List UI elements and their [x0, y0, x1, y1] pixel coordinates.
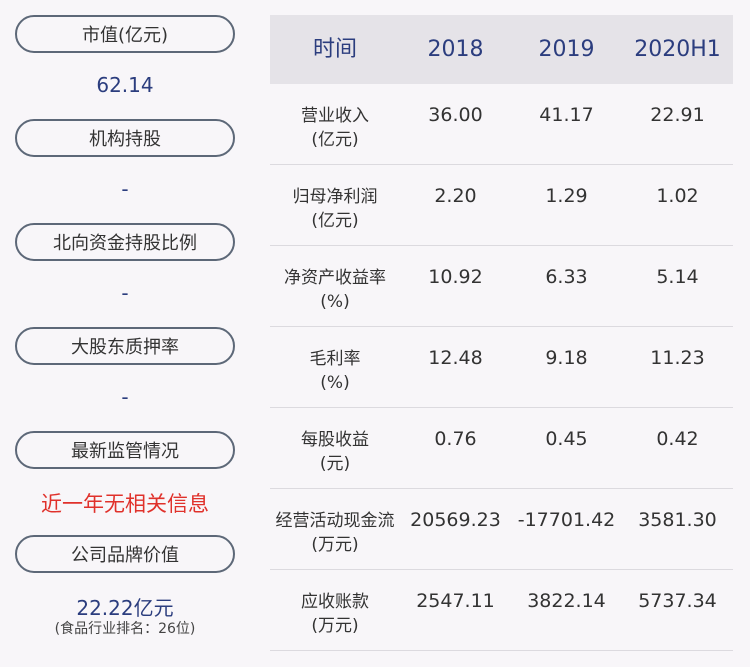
cell-value: 11.23 — [650, 347, 705, 369]
table-row: 营业收入 (亿元) 36.00 41.17 22.91 — [270, 84, 733, 165]
table-row: 经营活动现金流 (万元) 20569.23 -17701.42 3581.30 — [270, 489, 733, 570]
cell-value: 6.33 — [545, 266, 588, 288]
cell-value: 22.91 — [650, 104, 705, 126]
cell-value: -17701.42 — [517, 509, 616, 531]
table-row: 应收账款 (万元) 2547.11 3822.14 5737.34 — [270, 570, 733, 651]
cell-value: 36.00 — [428, 104, 483, 126]
cell-value: 3822.14 — [527, 590, 606, 612]
cell-value: 0.76 — [434, 428, 477, 450]
pledge-ratio-label: 大股东质押率 — [15, 327, 235, 365]
cell-value: 3581.30 — [638, 509, 717, 531]
cell-value: 9.18 — [545, 347, 588, 369]
cell-value: 5737.34 — [638, 590, 717, 612]
cell-value: 0.45 — [545, 428, 588, 450]
row-label: 每股收益 (元) — [301, 430, 369, 474]
cell-value: 2.20 — [434, 185, 477, 207]
cell-value: 41.17 — [539, 104, 594, 126]
table-row: 净资产收益率 (%) 10.92 6.33 5.14 — [270, 246, 733, 327]
brand-value-label: 公司品牌价值 — [15, 535, 235, 573]
table-header: 时间 2018 2019 2020H1 — [270, 15, 733, 84]
cell-value: 20569.23 — [410, 509, 501, 531]
row-label: 毛利率 (%) — [309, 349, 361, 393]
table-row: 归母净利润 (亿元) 2.20 1.29 1.02 — [270, 165, 733, 246]
header-2018: 2018 — [427, 37, 484, 62]
cell-value: 0.42 — [656, 428, 699, 450]
header-time: 时间 — [312, 37, 357, 62]
header-2019: 2019 — [538, 37, 595, 62]
header-2020h1: 2020H1 — [634, 37, 721, 62]
cell-value: 12.48 — [428, 347, 483, 369]
row-label: 营业收入 (亿元) — [301, 106, 369, 150]
institutional-holding-value: - — [121, 177, 129, 201]
northbound-ratio-label: 北向资金持股比例 — [15, 223, 235, 261]
metrics-panel: 市值(亿元) 62.14 机构持股 - 北向资金持股比例 - 大股东质押率 - … — [0, 0, 250, 667]
row-label: 归母净利润 (亿元) — [292, 187, 378, 231]
row-label: 应收账款 (万元) — [301, 592, 369, 636]
regulatory-status-label: 最新监管情况 — [15, 431, 235, 469]
regulatory-status-value: 近一年无相关信息 — [41, 492, 209, 516]
cell-value: 1.02 — [656, 185, 699, 207]
table-row: 毛利率 (%) 12.48 9.18 11.23 — [270, 327, 733, 408]
cell-value: 5.14 — [656, 266, 699, 288]
market-cap-value: 62.14 — [96, 73, 154, 97]
row-label: 净资产收益率 (%) — [284, 268, 386, 312]
cell-value: 2547.11 — [416, 590, 495, 612]
brand-rank-note: (食品行业排名：26位) — [54, 621, 196, 637]
brand-value-value: 22.22亿元 — [76, 596, 174, 620]
pledge-ratio-value: - — [121, 385, 129, 409]
institutional-holding-label: 机构持股 — [15, 119, 235, 157]
cell-value: 10.92 — [428, 266, 483, 288]
northbound-ratio-value: - — [121, 281, 129, 305]
financial-table: 时间 2018 2019 2020H1 营业收入 (亿元) 36.00 41.17… — [270, 15, 733, 651]
market-cap-label: 市值(亿元) — [15, 15, 235, 53]
table-row: 每股收益 (元) 0.76 0.45 0.42 — [270, 408, 733, 489]
row-label: 经营活动现金流 (万元) — [275, 511, 395, 555]
cell-value: 1.29 — [545, 185, 588, 207]
